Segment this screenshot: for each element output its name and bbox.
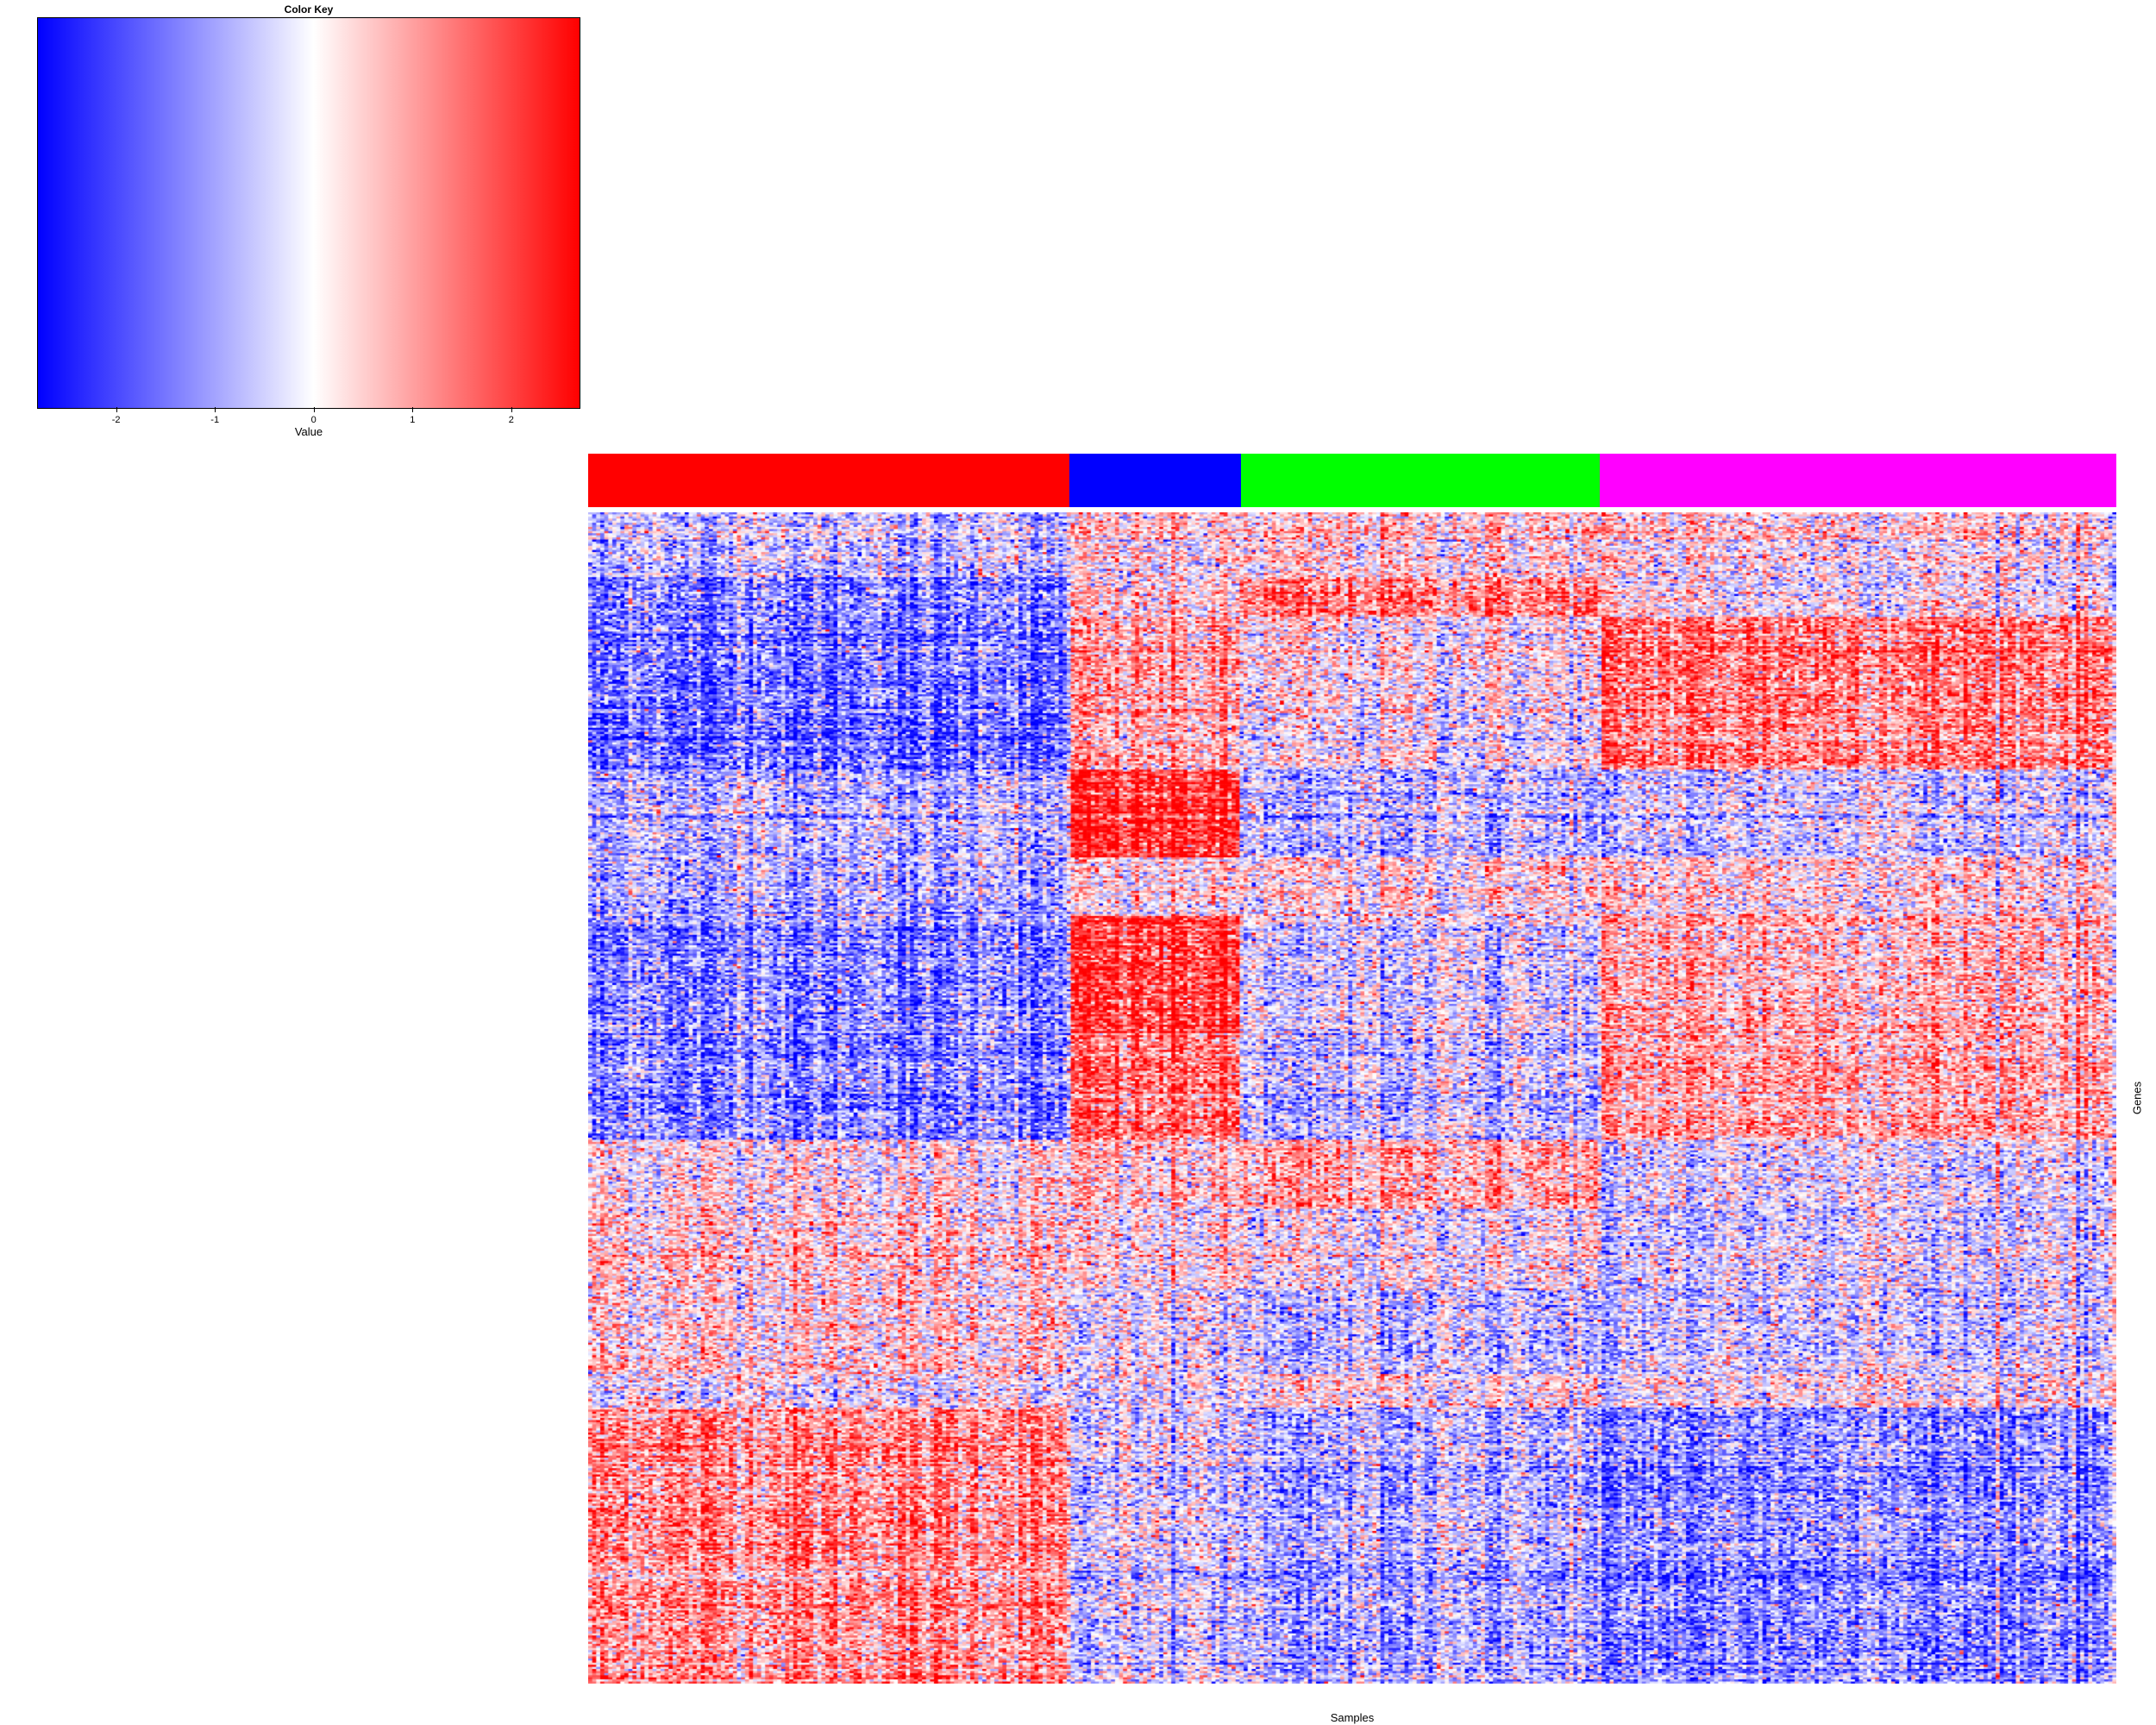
color-key-title: Color Key <box>284 3 334 16</box>
color-key-tick-label: 1 <box>410 415 416 425</box>
heatmap-body <box>588 512 2116 1684</box>
x-axis-label: Samples <box>1330 1711 1375 1724</box>
color-key-tick-label: -2 <box>111 415 121 425</box>
color-key-tick-label: -1 <box>210 415 220 425</box>
column-group-group-3 <box>1240 454 1601 507</box>
color-key-gradient <box>38 18 580 408</box>
color-key-bar <box>38 18 580 408</box>
column-group-group-4 <box>1600 454 2116 507</box>
color-key-tick <box>511 407 512 412</box>
column-side-colors <box>588 454 2116 507</box>
y-axis-label: Genes <box>2130 1081 2144 1115</box>
column-group-group-2 <box>1069 454 1241 507</box>
color-key <box>37 17 580 409</box>
column-group-group-1 <box>588 454 1070 507</box>
color-key-tick <box>116 407 117 412</box>
heatmap-cells <box>588 512 2116 1684</box>
color-key-xlabel: Value <box>294 425 323 438</box>
color-key-tick-label: 0 <box>310 415 317 425</box>
color-key-tick <box>215 407 216 412</box>
color-key-tick <box>412 407 414 412</box>
color-key-tick <box>313 407 315 412</box>
color-key-tick-label: 2 <box>508 415 514 425</box>
